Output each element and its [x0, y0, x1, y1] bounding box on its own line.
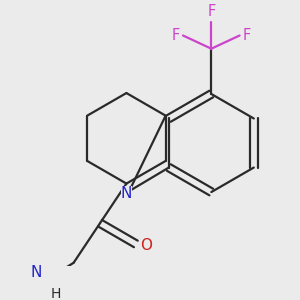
Text: F: F [172, 28, 180, 43]
Text: N: N [30, 265, 41, 280]
Text: O: O [141, 238, 153, 253]
Text: F: F [207, 4, 215, 19]
Text: H: H [51, 287, 61, 300]
Text: F: F [242, 28, 251, 43]
Text: N: N [121, 186, 132, 201]
